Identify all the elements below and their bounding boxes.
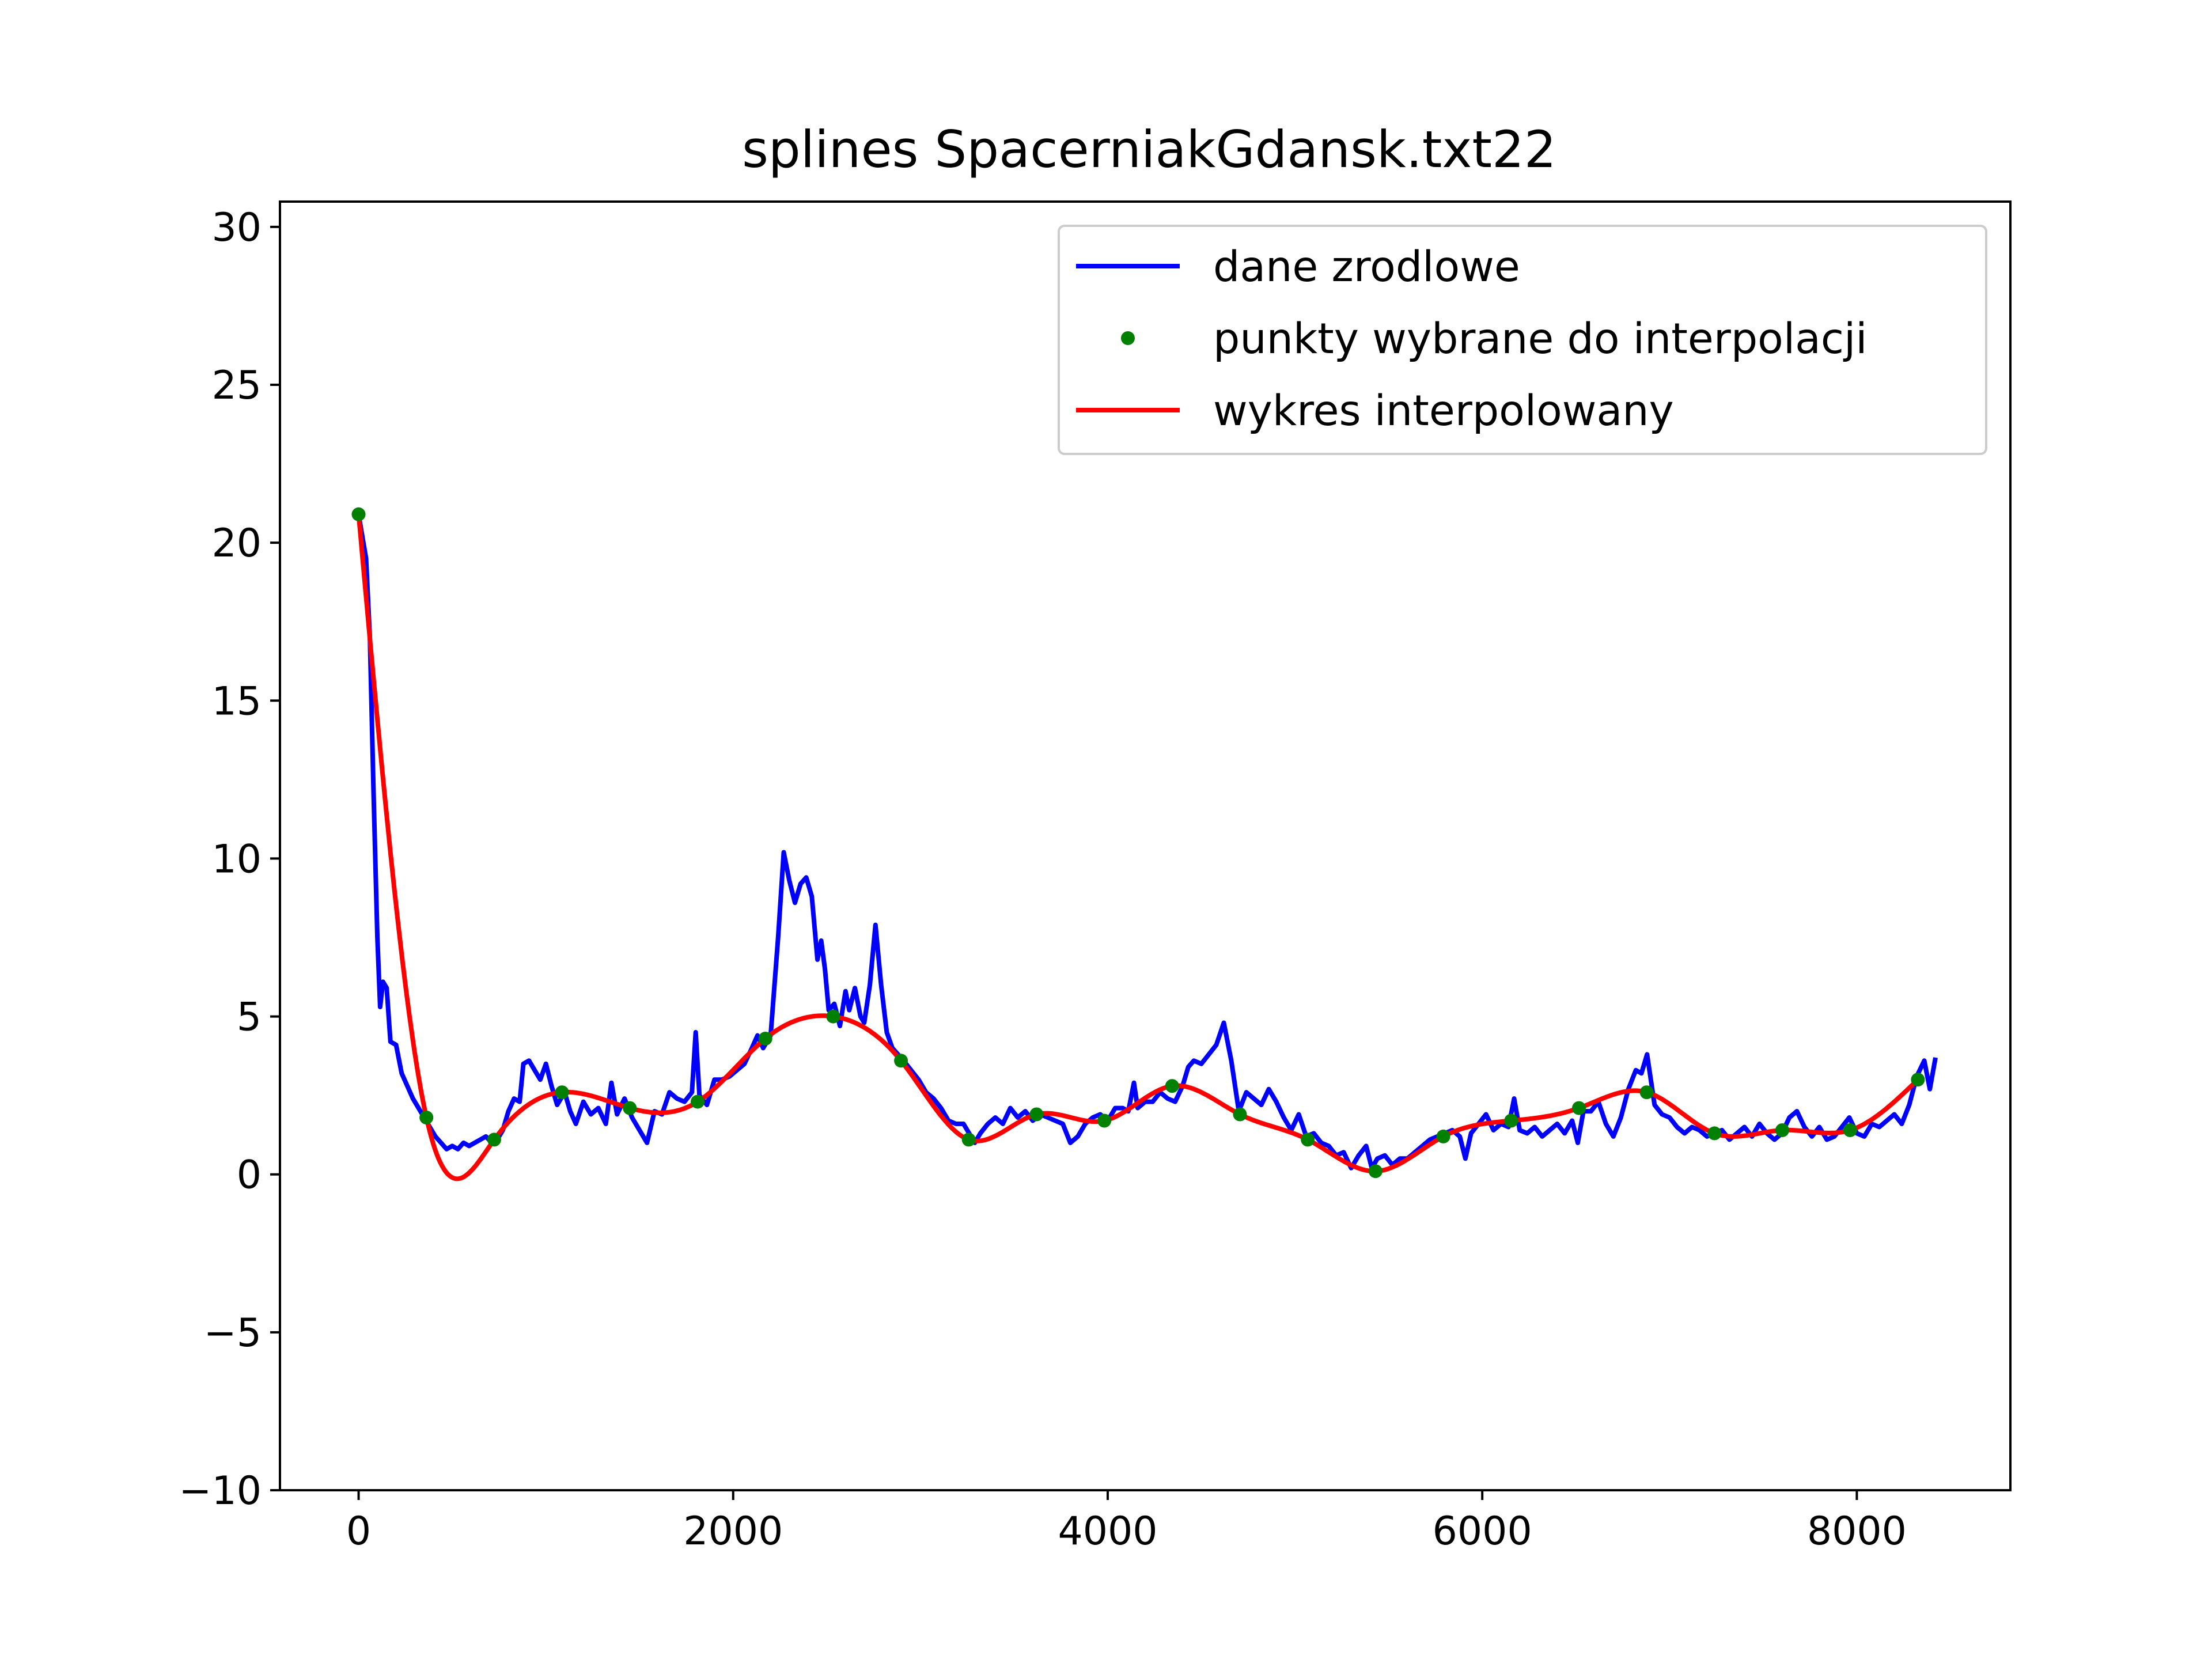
data-point-selected xyxy=(894,1054,908,1068)
data-point-selected xyxy=(1639,1085,1654,1100)
legend-label-interpolated: wykres interpolowany xyxy=(1213,387,1674,435)
legend: dane zrodlowe punkty wybrane do interpola… xyxy=(1058,225,1987,455)
y-tick-label: 10 xyxy=(211,836,262,882)
y-tick-label: −5 xyxy=(204,1310,262,1356)
data-point-selected xyxy=(826,1009,840,1024)
y-tick-label: 20 xyxy=(211,521,262,566)
data-point-selected xyxy=(1707,1126,1722,1141)
x-tick-label: 0 xyxy=(346,1509,371,1554)
data-point-selected xyxy=(1436,1129,1450,1143)
y-tick-label: 15 xyxy=(211,679,262,724)
data-point-selected xyxy=(1504,1113,1518,1128)
data-point-selected xyxy=(758,1032,772,1046)
legend-box xyxy=(1058,225,1987,455)
x-tick-label: 6000 xyxy=(1433,1509,1532,1554)
legend-label-source-data: dane zrodlowe xyxy=(1213,243,1520,291)
y-tick-label: −10 xyxy=(179,1468,262,1514)
data-point-selected xyxy=(961,1132,976,1147)
data-point-selected xyxy=(1911,1073,1925,1087)
data-point-selected xyxy=(1097,1113,1112,1128)
series-line-source-data xyxy=(356,514,1938,1171)
data-point-selected xyxy=(1029,1107,1044,1122)
legend-label-selected-points: punkty wybrane do interpolacji xyxy=(1213,315,1868,363)
y-tick-label: 30 xyxy=(211,205,262,251)
data-point-selected xyxy=(1572,1101,1586,1115)
x-tick-label: 2000 xyxy=(683,1509,783,1554)
data-point-selected xyxy=(351,507,366,521)
data-point-selected xyxy=(1165,1079,1179,1093)
data-point-selected xyxy=(1843,1123,1857,1137)
axes-frame xyxy=(279,200,2012,1491)
data-point-selected xyxy=(1368,1164,1382,1179)
plot-area xyxy=(351,507,1938,1181)
data-point-selected xyxy=(1233,1107,1247,1122)
y-tick-label: 0 xyxy=(237,1153,262,1198)
data-point-selected xyxy=(1301,1132,1315,1147)
data-point-selected xyxy=(419,1111,434,1124)
data-point-selected xyxy=(1775,1123,1789,1137)
x-tick-label: 8000 xyxy=(1807,1509,1907,1554)
x-tick-label: 4000 xyxy=(1058,1509,1157,1554)
axes: 0 2000 4000 6000 8000 −10 −5 0 5 10 15 20 25 30 xyxy=(179,200,2012,1554)
series-line-interpolated xyxy=(356,514,1920,1181)
y-tick-label: 25 xyxy=(211,363,262,408)
chart-title: splines SpacerniakGdansk.txt22 xyxy=(742,120,1556,179)
data-point-selected xyxy=(623,1101,637,1115)
legend-swatch-selected-points xyxy=(1121,331,1135,345)
data-point-selected xyxy=(691,1094,704,1109)
y-tick-label: 5 xyxy=(237,995,262,1040)
data-point-selected xyxy=(555,1085,569,1100)
data-point-selected xyxy=(487,1132,501,1147)
